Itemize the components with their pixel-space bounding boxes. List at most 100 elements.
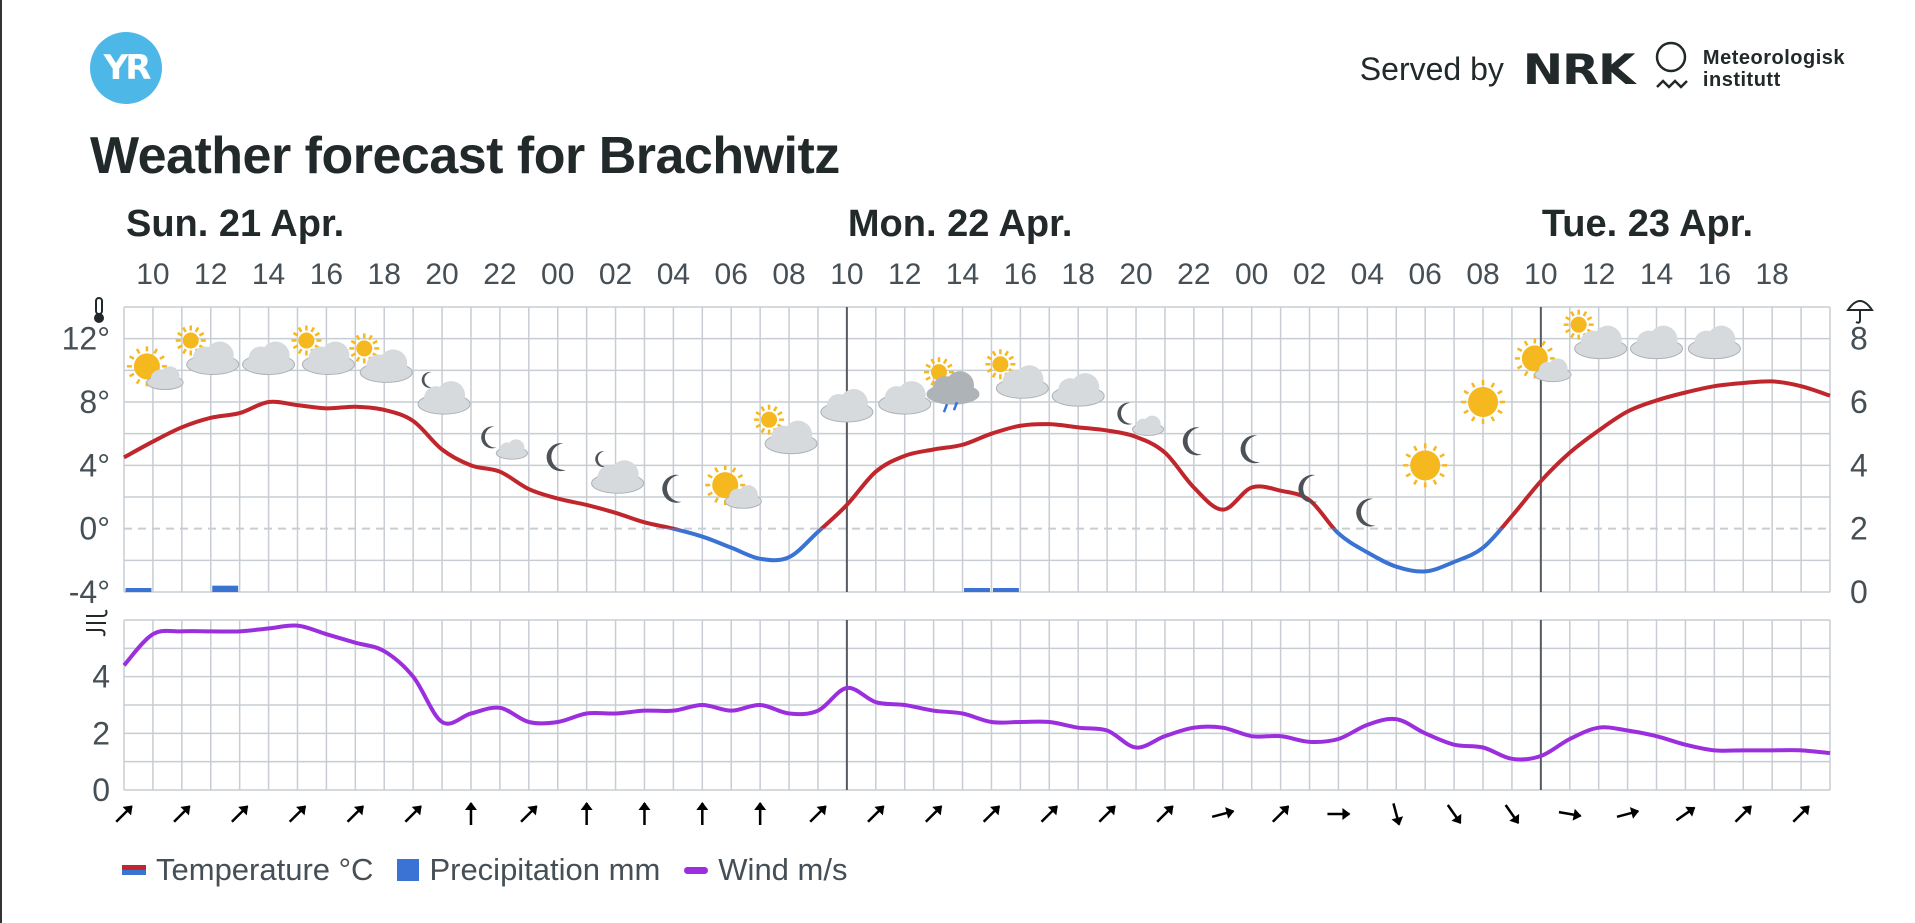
wind-direction-arrow bbox=[1558, 808, 1582, 821]
wind-direction-arrow bbox=[867, 805, 885, 823]
wind-direction-arrow bbox=[288, 805, 307, 823]
weather-icon-partly-cloudy-night-heavy bbox=[591, 451, 645, 494]
wind-direction-arrow bbox=[924, 805, 943, 823]
hour-tick-label: 22 bbox=[483, 258, 516, 291]
legend-item-temperature: Temperature °C bbox=[122, 852, 373, 888]
page-title: Weather forecast for Brachwitz bbox=[90, 127, 840, 185]
yr-logo-text: YR bbox=[103, 48, 152, 88]
met-institute-name: Meteorologisk institutt bbox=[1703, 47, 1845, 91]
day-label: Tue. 23 Apr. bbox=[1542, 203, 1753, 245]
wind-direction-arrow bbox=[1391, 803, 1404, 826]
weather-icon-cloudy bbox=[1051, 373, 1105, 407]
chart-legend: Temperature °C Precipitation mm Wind m/s bbox=[122, 852, 847, 888]
hour-tick-label: 10 bbox=[136, 258, 169, 291]
weather-icon-clear-night bbox=[546, 443, 567, 472]
hour-tick-label: 08 bbox=[772, 258, 805, 291]
wind-direction-arrow bbox=[754, 802, 767, 825]
hour-tick-label: 06 bbox=[715, 258, 748, 291]
legend-item-precipitation: Precipitation mm bbox=[397, 852, 660, 888]
temp-tick-label: -4° bbox=[69, 574, 110, 610]
weather-icon-cloudy bbox=[820, 389, 874, 423]
chart-grid bbox=[123, 306, 1831, 791]
hour-tick-label: 14 bbox=[946, 258, 979, 291]
wind-direction-arrow bbox=[1734, 805, 1752, 823]
wind-direction-arrow bbox=[982, 805, 1001, 823]
wind-direction-arrow bbox=[1156, 805, 1174, 823]
nrk-logo[interactable]: NRK bbox=[1522, 44, 1636, 94]
umbrella-icon bbox=[1846, 300, 1874, 324]
wind-direction-arrow bbox=[1675, 806, 1696, 822]
met-line-1: Meteorologisk bbox=[1702, 47, 1845, 69]
hour-tick-label: 18 bbox=[368, 258, 401, 291]
met-institute-logo[interactable]: Meteorologisk institutt bbox=[1653, 41, 1845, 97]
wind-tick-label: 0 bbox=[92, 772, 110, 808]
precipitation-bar bbox=[992, 588, 1019, 592]
hour-tick-label: 02 bbox=[1293, 258, 1326, 291]
weather-icon-partly-cloudy-night bbox=[481, 426, 528, 460]
weather-icon-partly-cloudy-day-heavy bbox=[349, 333, 413, 383]
wind-icon bbox=[86, 609, 108, 637]
hour-tick-label: 00 bbox=[541, 258, 574, 291]
hour-tick-label: 12 bbox=[1582, 258, 1615, 291]
precip-tick-label: 0 bbox=[1850, 574, 1868, 610]
served-by-label: Served by bbox=[1359, 50, 1504, 87]
precipitation-bar bbox=[964, 588, 990, 592]
hour-tick-label: 12 bbox=[194, 258, 227, 291]
day-label: Sun. 21 Apr. bbox=[126, 203, 344, 245]
hour-tick-label: 16 bbox=[1004, 258, 1037, 291]
hour-tick-label: 22 bbox=[1177, 258, 1210, 291]
hour-tick-label: 14 bbox=[252, 258, 285, 291]
precip-tick-label: 4 bbox=[1850, 447, 1868, 483]
weather-icon-cloudy bbox=[1630, 325, 1684, 360]
yr-logo[interactable]: YR bbox=[90, 32, 162, 104]
hour-tick-label: 08 bbox=[1466, 258, 1499, 291]
met-emblem-icon bbox=[1655, 41, 1688, 89]
day-label: Mon. 22 Apr. bbox=[848, 203, 1073, 245]
weather-icon-cloudy bbox=[878, 381, 932, 415]
hour-tick-label: 16 bbox=[1698, 258, 1731, 291]
legend-swatch-temperature bbox=[122, 865, 146, 875]
weather-icon-clear-night bbox=[1182, 427, 1203, 456]
hour-tick-label: 12 bbox=[888, 258, 921, 291]
weather-icon-cloudy bbox=[242, 341, 296, 375]
wind-direction-arrow bbox=[809, 805, 827, 823]
wind-line bbox=[122, 623, 1831, 762]
legend-label-temperature: Temperature °C bbox=[156, 852, 374, 887]
hour-tick-label: 10 bbox=[1524, 258, 1557, 291]
precipitation-bar bbox=[125, 588, 152, 592]
hour-tick-label: 06 bbox=[1408, 258, 1441, 291]
weather-icon-clear-day bbox=[1403, 443, 1448, 488]
wind-direction-arrow bbox=[346, 805, 364, 823]
wind-direction-arrow bbox=[1446, 804, 1462, 824]
wind-direction-arrow bbox=[404, 805, 422, 823]
legend-swatch-precipitation bbox=[397, 859, 420, 881]
hour-tick-label: 18 bbox=[1755, 258, 1788, 291]
hour-tick-label: 00 bbox=[1235, 258, 1268, 291]
hour-tick-label: 14 bbox=[1640, 258, 1673, 291]
legend-item-wind: Wind m/s bbox=[684, 852, 847, 888]
wind-direction-arrow bbox=[1040, 805, 1058, 823]
thermometer-icon bbox=[94, 297, 104, 323]
met-line-2: institutt bbox=[1702, 69, 1781, 91]
weather-icon-partly-cloudy-day-heavy bbox=[1563, 309, 1628, 360]
weather-icon-partly-cloudy-day-heavy bbox=[175, 325, 240, 375]
temp-tick-label: 8° bbox=[79, 384, 110, 420]
weather-icon-clear-night bbox=[1298, 474, 1318, 503]
wind-direction-arrow bbox=[580, 802, 593, 825]
precip-tick-label: 2 bbox=[1850, 511, 1868, 547]
weather-icon-clear-day bbox=[1461, 380, 1506, 424]
weather-icon-light-rain-showers bbox=[923, 357, 980, 413]
wind-direction-arrow bbox=[1792, 805, 1810, 823]
temp-tick-label: 0° bbox=[79, 511, 110, 547]
temp-tick-label: 12° bbox=[62, 321, 110, 357]
wind-direction-arrow bbox=[696, 802, 709, 825]
hour-tick-label: 18 bbox=[1062, 258, 1095, 291]
forecast-chart: Sun. 21 Apr. Mon. 22 Apr. Tue. 23 Apr. 10 12… bbox=[62, 203, 1874, 826]
served-by-header: Served by NRK Meteorologisk institutt bbox=[1360, 40, 1845, 98]
wind-direction-arrow bbox=[1211, 807, 1235, 819]
wind-direction-arrow bbox=[230, 805, 249, 823]
wind-direction-arrow bbox=[638, 802, 651, 825]
hour-tick-label: 04 bbox=[657, 258, 690, 291]
weather-icon-partly-cloudy-day bbox=[1514, 338, 1572, 383]
precip-tick-label: 6 bbox=[1850, 384, 1868, 420]
